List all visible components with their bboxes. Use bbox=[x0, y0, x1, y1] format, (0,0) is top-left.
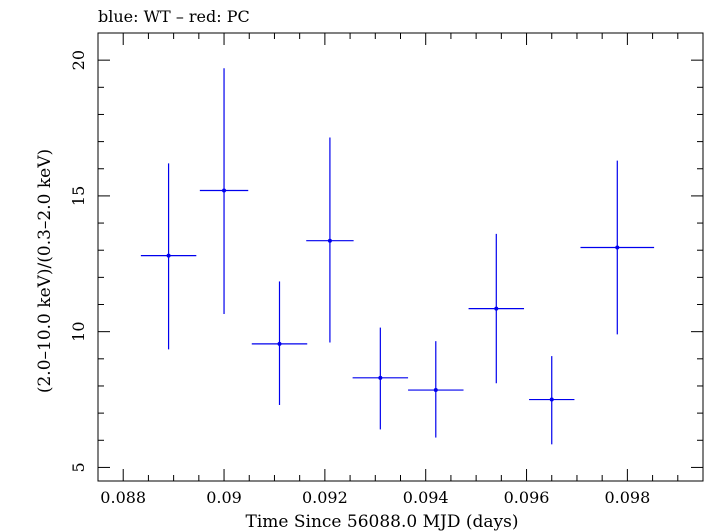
data-point bbox=[140, 163, 197, 350]
data-marker bbox=[277, 341, 282, 346]
data-point bbox=[408, 341, 464, 438]
data-point bbox=[352, 327, 409, 430]
x-tick-label: 0.096 bbox=[504, 488, 550, 507]
y-axis-label: (2.0–10.0 keV)/(0.3–2.0 keV) bbox=[35, 149, 55, 393]
data-marker bbox=[166, 253, 171, 258]
data-point bbox=[529, 356, 575, 445]
y-tick-label: 5 bbox=[69, 462, 88, 472]
x-axis-tick-labels: 0.088 0.09 0.092 0.094 0.096 0.098 bbox=[100, 488, 650, 507]
y-axis-ticks bbox=[98, 32, 703, 468]
x-tick-label: 0.088 bbox=[100, 488, 146, 507]
x-tick-label: 0.09 bbox=[206, 488, 242, 507]
data-marker bbox=[494, 306, 499, 311]
data-marker bbox=[615, 245, 620, 250]
data-marker bbox=[378, 375, 383, 380]
x-tick-label: 0.094 bbox=[403, 488, 449, 507]
x-tick-label: 0.098 bbox=[604, 488, 650, 507]
data-marker bbox=[433, 388, 438, 393]
y-tick-label: 15 bbox=[69, 186, 88, 206]
x-axis-label: Time Since 56088.0 MJD (days) bbox=[246, 512, 519, 532]
data-point bbox=[306, 137, 354, 343]
data-point bbox=[468, 233, 525, 384]
data-marker bbox=[222, 188, 227, 193]
y-axis-tick-labels: 5 10 15 20 bbox=[69, 50, 88, 473]
chart-title: blue: WT – red: PC bbox=[98, 7, 250, 26]
data-point bbox=[251, 281, 308, 405]
data-marker bbox=[549, 397, 554, 402]
x-tick-label: 0.092 bbox=[302, 488, 348, 507]
y-tick-label: 10 bbox=[69, 321, 88, 341]
x-axis-ticks bbox=[97, 33, 704, 481]
data-marker bbox=[327, 238, 332, 243]
data-series-wt bbox=[140, 68, 655, 445]
plot-frame bbox=[97, 32, 704, 482]
data-point bbox=[580, 160, 655, 335]
y-tick-label: 20 bbox=[69, 50, 88, 70]
data-point bbox=[199, 68, 249, 315]
